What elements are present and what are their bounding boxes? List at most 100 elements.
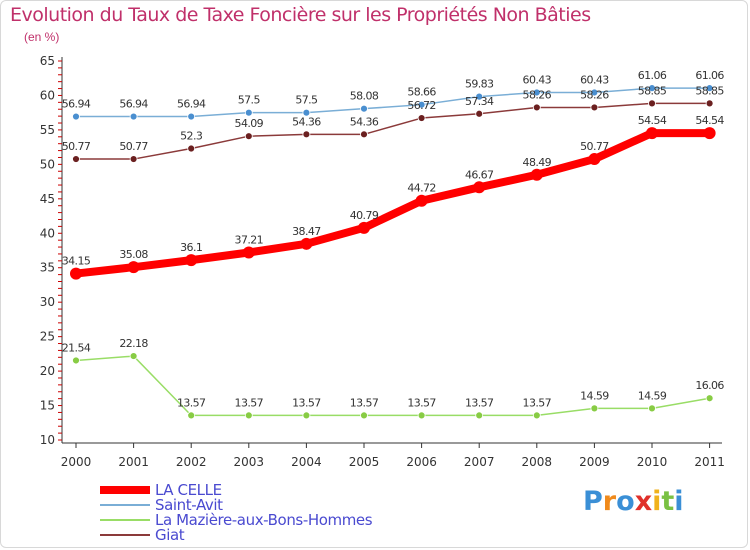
data-point bbox=[129, 155, 138, 163]
data-point bbox=[72, 356, 80, 365]
x-tick-label: 2005 bbox=[349, 455, 380, 469]
legend-swatch bbox=[100, 486, 150, 494]
data-point bbox=[473, 181, 486, 194]
y-axis-unit: (en %) bbox=[24, 30, 60, 44]
data-label: 57.34 bbox=[465, 95, 494, 108]
data-label: 14.59 bbox=[638, 389, 667, 402]
y-tick-label: 35 bbox=[40, 261, 55, 275]
data-label: 37.21 bbox=[235, 233, 264, 246]
data-point bbox=[705, 84, 714, 93]
data-label: 46.67 bbox=[465, 168, 494, 181]
data-point bbox=[187, 411, 196, 420]
data-label: 48.49 bbox=[523, 156, 552, 169]
data-point bbox=[475, 109, 484, 118]
data-point bbox=[185, 254, 198, 267]
data-point bbox=[705, 99, 714, 108]
legend-label: Giat bbox=[155, 526, 185, 544]
data-point bbox=[475, 92, 484, 101]
data-label: 59.83 bbox=[465, 78, 494, 91]
data-label: 13.57 bbox=[523, 396, 552, 409]
data-point bbox=[532, 88, 541, 97]
data-label: 58.66 bbox=[407, 86, 436, 99]
data-label: 58.26 bbox=[523, 88, 552, 101]
y-tick-label: 15 bbox=[40, 399, 55, 413]
data-point bbox=[72, 155, 80, 163]
data-point bbox=[532, 103, 541, 112]
data-point bbox=[302, 108, 311, 117]
x-tick-label: 2002 bbox=[176, 455, 207, 469]
data-point bbox=[360, 130, 368, 139]
data-label: 61.06 bbox=[695, 69, 724, 82]
data-label: 54.36 bbox=[292, 115, 321, 128]
data-point bbox=[703, 127, 716, 140]
data-point bbox=[648, 404, 656, 413]
y-tick-label: 30 bbox=[40, 295, 55, 309]
data-label: 50.77 bbox=[62, 140, 91, 153]
chart-title: Evolution du Taux de Taxe Foncière sur l… bbox=[10, 4, 591, 26]
x-tick-label: 2003 bbox=[234, 455, 265, 469]
legend-swatch bbox=[100, 534, 150, 536]
data-label: 13.57 bbox=[235, 396, 264, 409]
data-label: 14.59 bbox=[580, 389, 609, 402]
data-label: 56.94 bbox=[177, 98, 206, 111]
series-line-3 bbox=[75, 102, 711, 160]
proxiti-logo: Proxiti bbox=[583, 486, 684, 517]
data-point bbox=[417, 411, 426, 420]
y-tick-label: 20 bbox=[40, 364, 55, 378]
data-point bbox=[360, 104, 368, 113]
y-tick-label: 25 bbox=[40, 330, 55, 344]
data-label: 54.54 bbox=[638, 114, 667, 127]
data-label: 54.36 bbox=[350, 115, 379, 128]
data-point bbox=[646, 127, 658, 140]
data-point bbox=[302, 411, 311, 420]
x-tick-label: 2004 bbox=[291, 455, 322, 469]
data-point bbox=[127, 261, 140, 274]
data-label: 36.1 bbox=[180, 241, 202, 254]
x-tick-label: 2000 bbox=[61, 455, 92, 469]
x-tick-label: 2009 bbox=[579, 455, 610, 469]
data-point bbox=[590, 103, 599, 112]
data-label: 13.57 bbox=[465, 396, 494, 409]
data-point bbox=[72, 112, 80, 121]
data-label: 22.18 bbox=[119, 337, 148, 350]
data-point bbox=[360, 411, 368, 420]
data-label: 60.43 bbox=[580, 73, 609, 86]
y-tick-label: 65 bbox=[40, 54, 55, 68]
legend-swatch bbox=[100, 519, 150, 521]
data-label: 52.3 bbox=[180, 130, 203, 143]
x-tick-label: 2001 bbox=[118, 455, 149, 469]
data-label: 57.5 bbox=[238, 94, 261, 107]
data-label: 56.72 bbox=[407, 99, 436, 112]
data-label: 50.77 bbox=[580, 140, 609, 153]
y-tick-label: 55 bbox=[40, 123, 55, 137]
x-tick-label: 2007 bbox=[464, 455, 495, 469]
data-point bbox=[244, 132, 253, 141]
data-point bbox=[417, 100, 426, 109]
data-point bbox=[590, 88, 599, 97]
data-label: 57.5 bbox=[295, 94, 318, 107]
y-tick-label: 10 bbox=[40, 433, 55, 447]
data-label: 40.79 bbox=[350, 209, 379, 222]
data-point bbox=[705, 394, 714, 403]
data-label: 56.94 bbox=[62, 98, 91, 111]
data-point bbox=[358, 221, 370, 234]
legend-label: La Mazière-aux-Bons-Hommes bbox=[155, 511, 373, 529]
x-tick-label: 2011 bbox=[694, 455, 725, 469]
data-label: 54.54 bbox=[695, 114, 724, 127]
x-tick-label: 2006 bbox=[406, 455, 437, 469]
data-point bbox=[187, 112, 196, 121]
data-label: 21.54 bbox=[62, 341, 91, 354]
data-label: 58.08 bbox=[350, 90, 379, 103]
data-label: 60.43 bbox=[523, 73, 552, 86]
data-point bbox=[532, 411, 541, 420]
legend-label: LA CELLE bbox=[155, 481, 222, 499]
y-tick-label: 60 bbox=[40, 88, 55, 102]
data-label: 56.94 bbox=[119, 98, 148, 111]
data-label: 13.57 bbox=[292, 396, 321, 409]
data-point bbox=[244, 411, 253, 420]
data-point bbox=[588, 153, 601, 166]
series-line-0 bbox=[72, 129, 714, 278]
y-tick-label: 50 bbox=[40, 157, 55, 171]
data-label: 58.26 bbox=[580, 88, 609, 101]
